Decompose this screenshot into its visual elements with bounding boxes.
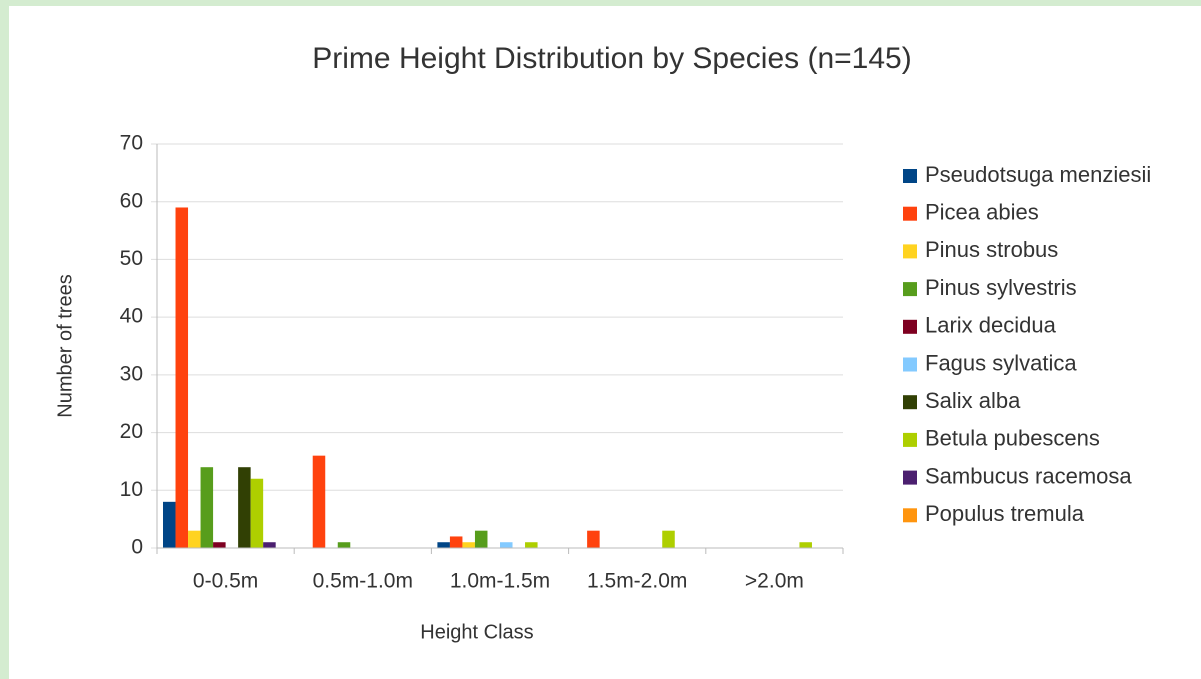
legend-label: Pinus sylvestris [925,275,1077,300]
bar [449,536,463,548]
bar [587,530,600,548]
bar [474,530,488,548]
x-axis-label: Height Class [420,621,533,643]
legend-label: Pinus strobus [925,237,1058,262]
x-tick-label: >2.0m [745,570,804,593]
legend-swatch [903,395,917,410]
bar [188,530,201,548]
bar [163,501,176,548]
bar [312,455,326,548]
bar [175,207,189,548]
legend-label: Larix decidua [925,313,1057,338]
y-tick-label: 10 [120,478,143,501]
x-tick-label: 0-0.5m [193,570,258,593]
x-tick-label: 1.0m-1.5m [450,570,550,593]
legend-swatch [903,282,917,297]
chart-title: Prime Height Distribution by Species (n=… [312,42,911,75]
legend-label: Pseudotsuga menziesii [925,162,1151,187]
y-tick-label: 40 [120,305,143,328]
bar [500,542,513,548]
y-tick-label: 30 [120,362,143,385]
legend-swatch [903,432,917,447]
y-tick-label: 50 [120,247,143,270]
bar [213,542,226,548]
x-tick-label: 1.5m-2.0m [587,570,687,593]
y-tick-label: 20 [120,420,143,443]
bar [200,467,214,548]
legend-label: Fagus sylvatica [925,350,1077,375]
y-tick-label: 60 [120,189,143,212]
legend-swatch [903,470,917,485]
legend-label: Sambucus racemosa [925,463,1132,488]
bar [662,530,675,548]
y-axis-label: Number of trees [54,274,76,417]
legend-swatch [903,169,917,183]
bar [799,542,812,548]
legend-swatch [903,508,917,523]
legend-swatch [903,319,917,334]
background [9,6,1201,679]
bar [263,542,276,548]
legend-label: Salix alba [925,388,1021,413]
bar [238,467,251,548]
bar [337,542,351,548]
legend-swatch [903,244,917,259]
legend-label: Picea abies [925,200,1039,225]
y-tick-label: 0 [131,536,143,559]
bar [462,542,475,548]
y-tick-label: 70 [120,132,143,155]
legend-label: Betula pubescens [925,426,1100,451]
bar [250,478,264,548]
legend-label: Populus tremula [925,501,1085,526]
bar [437,542,450,548]
bar [525,542,538,548]
legend-swatch [903,357,917,372]
x-tick-label: 0.5m-1.0m [313,570,413,593]
legend-swatch [903,206,917,221]
